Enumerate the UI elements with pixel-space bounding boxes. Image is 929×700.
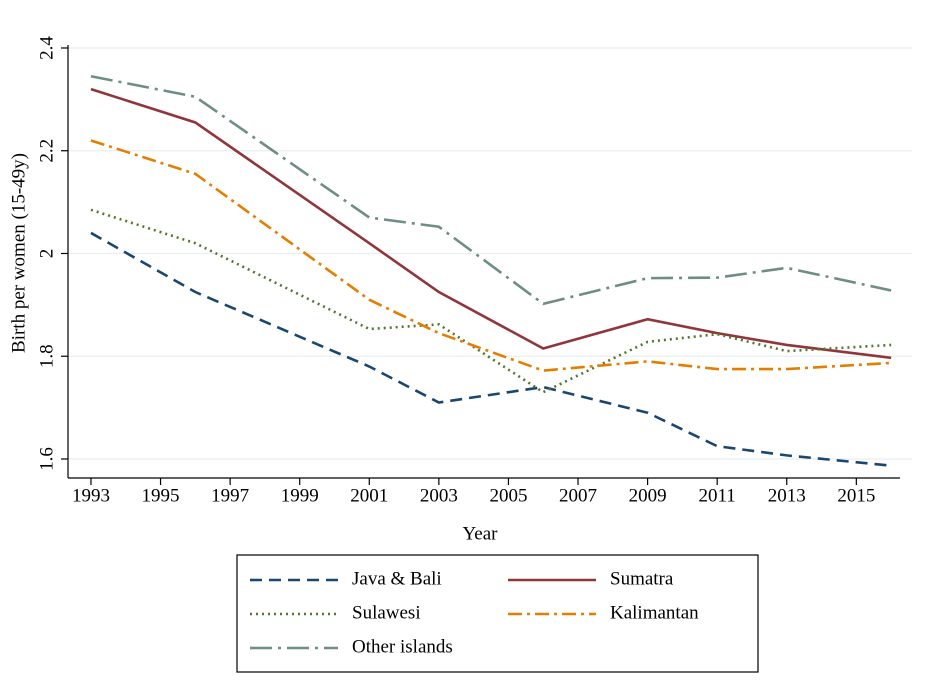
y-tick-label: 2.2: [36, 139, 57, 163]
legend-label: Sulawesi: [352, 602, 421, 623]
y-tick-label: 2.4: [36, 36, 57, 60]
x-tick-label: 2011: [699, 485, 736, 506]
x-tick-label: 2001: [350, 485, 388, 506]
series-line: [90, 74, 892, 306]
series-line: [90, 87, 892, 360]
legend-label: Kalimantan: [610, 602, 699, 623]
x-axis-label: Year: [462, 523, 498, 544]
legend-label: Sumatra: [610, 568, 674, 589]
series-line: [90, 139, 892, 372]
x-tick-label: 1993: [72, 485, 110, 506]
x-tick-label: 1997: [211, 485, 249, 506]
legend-box: [236, 554, 759, 673]
series-line: [90, 208, 892, 394]
x-tick-label: 2015: [837, 485, 875, 506]
y-tick-label: 1.8: [36, 344, 57, 368]
x-tick-label: 2007: [559, 485, 597, 506]
x-tick-label: 2005: [489, 485, 527, 506]
y-axis-label: Birth per women (15-49y): [8, 153, 29, 353]
series-line: [90, 231, 892, 467]
x-tick-label: 2009: [629, 485, 667, 506]
legend-label: Java & Bali: [352, 568, 442, 589]
x-tick-label: 1995: [142, 485, 180, 506]
x-tick-label: 1999: [281, 485, 319, 506]
x-tick-label: 2003: [420, 485, 458, 506]
x-tick-label: 2013: [768, 485, 806, 506]
y-tick-label: 1.6: [36, 447, 57, 471]
legend-label: Other islands: [352, 636, 453, 657]
y-tick-label: 2: [36, 249, 57, 259]
